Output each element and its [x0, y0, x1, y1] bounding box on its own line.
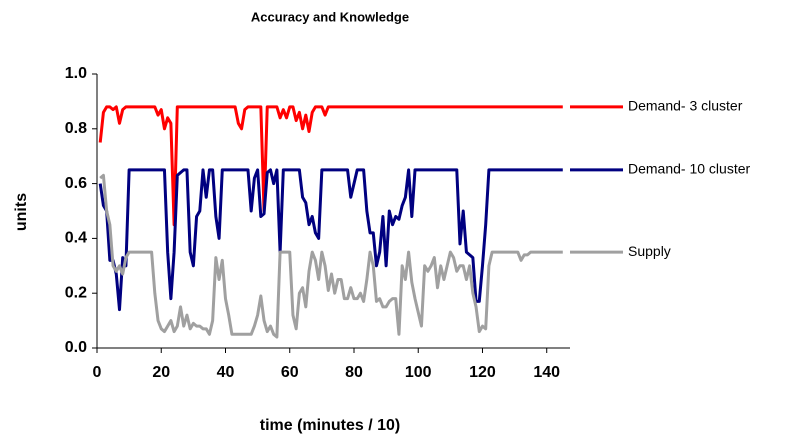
series-line: [98, 168, 563, 312]
x-tick-label: 120: [469, 364, 496, 381]
y-tick-label: 0.4: [65, 230, 87, 247]
x-tick-label: 80: [345, 364, 363, 381]
series-line: [98, 105, 563, 227]
x-axis-label: time (minutes / 10): [260, 417, 400, 434]
legend-label: Supply: [628, 243, 671, 259]
x-tick-label: 20: [152, 364, 170, 381]
series-line: [99, 173, 563, 339]
legend-label: Demand- 3 cluster: [628, 98, 743, 114]
x-tick-label: 100: [405, 364, 432, 381]
y-tick-label: 0.6: [65, 175, 87, 192]
y-axis-label: units: [13, 193, 30, 231]
x-tick-label: 60: [281, 364, 299, 381]
x-tick-label: 40: [217, 364, 235, 381]
y-tick-label: 0.8: [65, 120, 87, 137]
x-tick-label: 0: [93, 364, 102, 381]
y-tick-label: 0.2: [65, 284, 87, 301]
legend-label: Demand- 10 cluster: [628, 161, 751, 177]
y-tick-label: 0.0: [65, 339, 87, 356]
chart-title: Accuracy and Knowledge: [251, 9, 409, 24]
y-tick-label: 1.0: [65, 65, 87, 82]
x-tick-label: 140: [533, 364, 560, 381]
